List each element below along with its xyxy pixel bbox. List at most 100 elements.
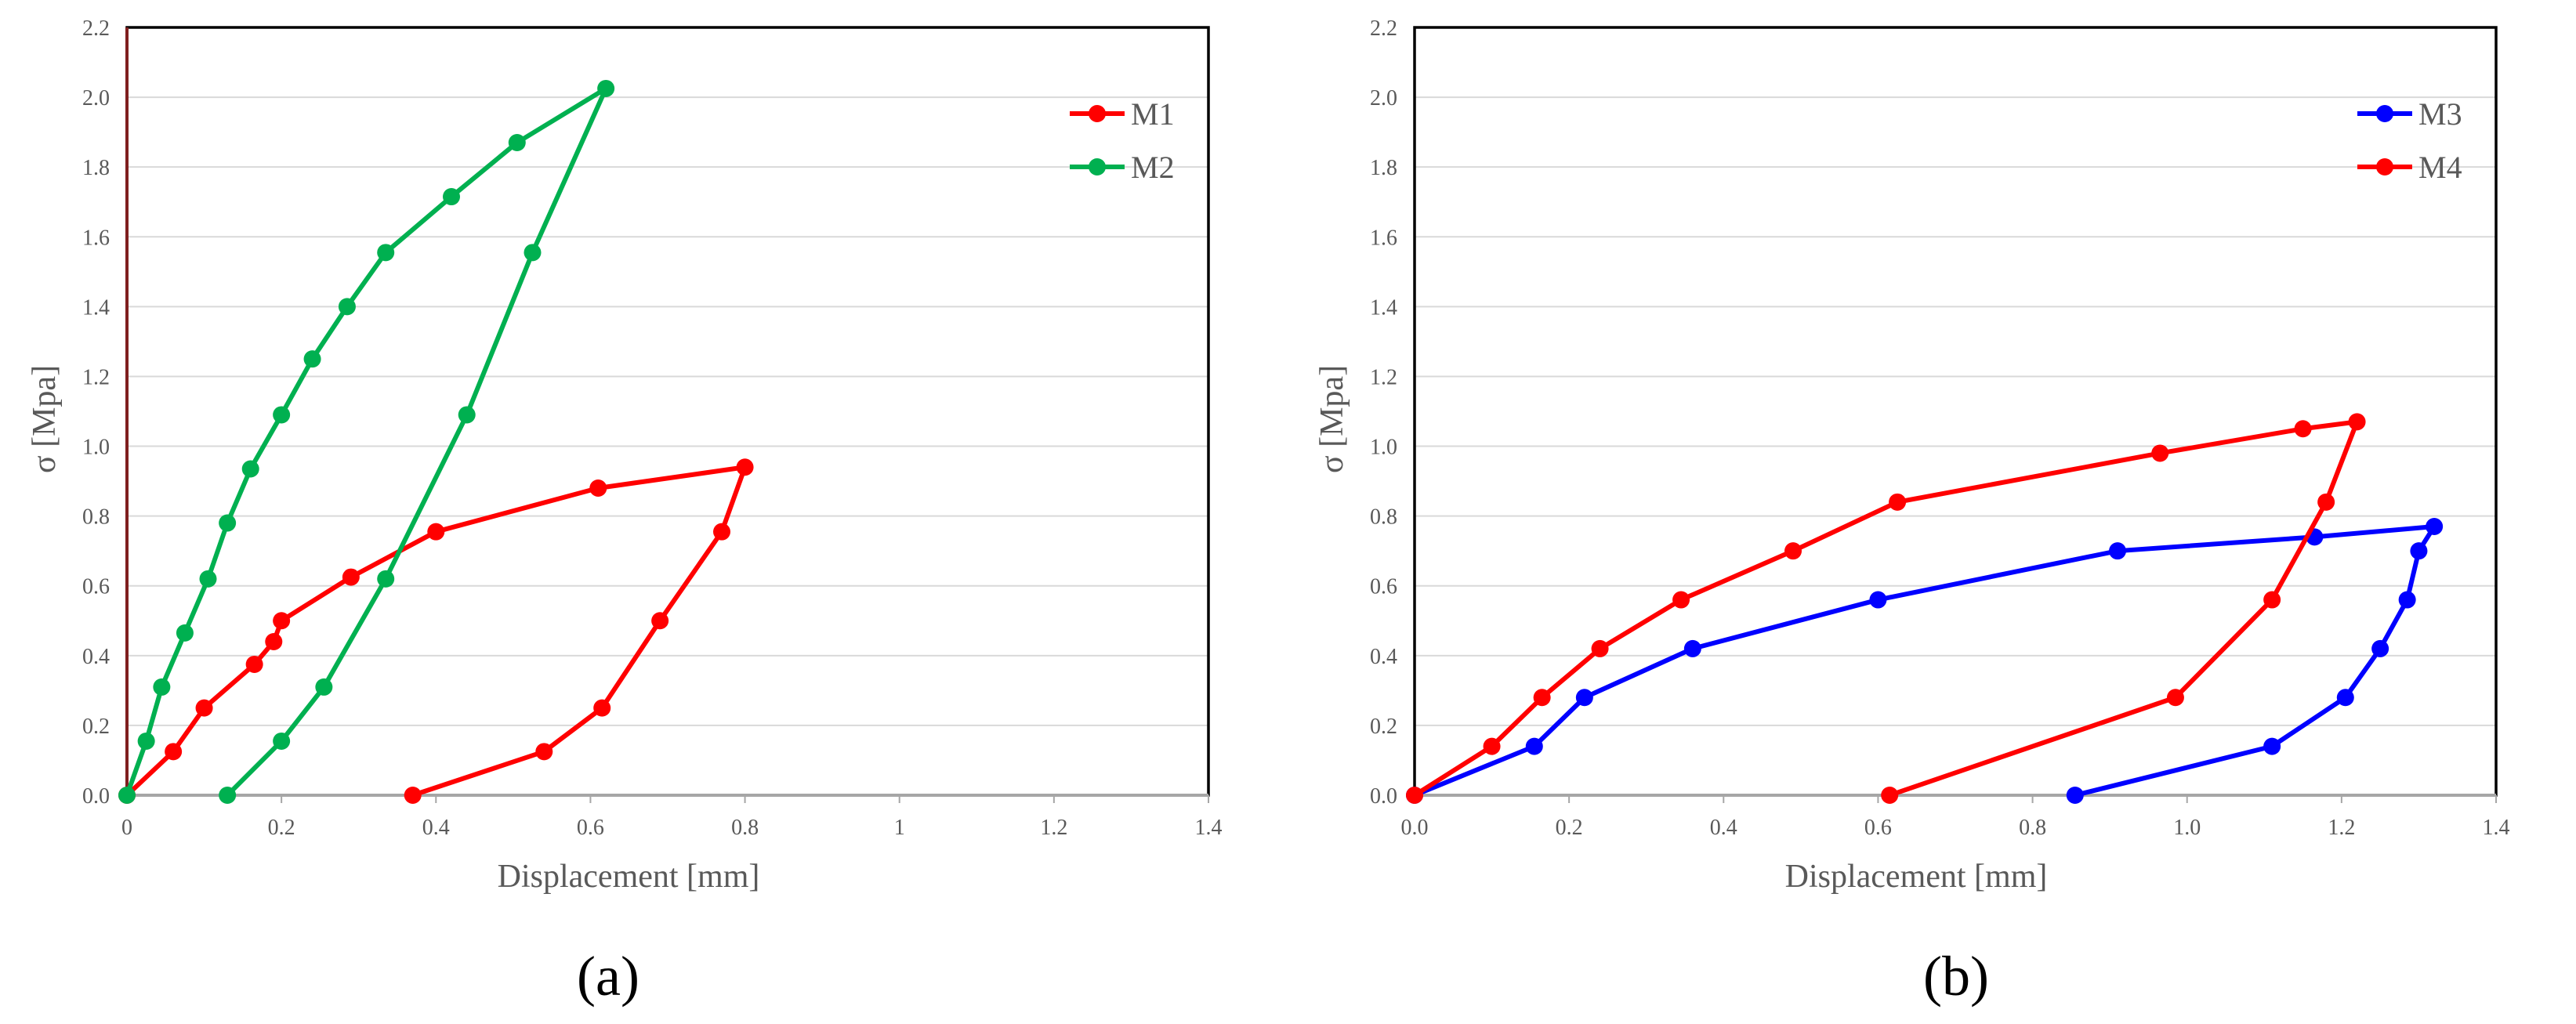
y-tick-label: 1.2 — [82, 365, 110, 389]
data-point — [265, 633, 283, 650]
y-tick-label: 0.2 — [82, 715, 110, 739]
legend-label: M2 — [1131, 150, 1175, 185]
data-point — [2426, 518, 2444, 535]
data-point — [1533, 689, 1551, 707]
data-point — [1889, 493, 1907, 511]
legend-marker — [1089, 105, 1106, 122]
data-point — [199, 570, 217, 588]
data-point — [273, 612, 291, 630]
x-tick-label: 1.2 — [1040, 816, 1067, 840]
x-tick-label: 0.2 — [1556, 816, 1583, 840]
x-tick-label: 0.4 — [422, 816, 450, 840]
data-point — [245, 655, 263, 673]
y-tick-label: 0.6 — [1370, 575, 1397, 599]
legend-marker — [2376, 105, 2393, 122]
data-point — [315, 678, 333, 696]
data-point — [377, 244, 395, 262]
data-point — [2263, 591, 2281, 609]
data-point — [1869, 591, 1887, 609]
data-point — [2398, 591, 2416, 609]
data-point — [153, 678, 171, 696]
data-point — [338, 298, 356, 316]
y-axis-title: σ [Mpa] — [1314, 365, 1350, 473]
data-point — [1525, 737, 1543, 755]
data-point — [2336, 689, 2354, 707]
data-point — [736, 458, 754, 476]
data-point — [2317, 493, 2335, 511]
data-point — [273, 732, 291, 750]
legend-label: M4 — [2418, 150, 2462, 185]
x-tick-label: 1 — [894, 816, 905, 840]
legend-entry: M3 — [2357, 96, 2462, 132]
data-point — [2166, 689, 2184, 707]
panel-b: 0.0 0.2 0.4 0.6 0.8 1.0 1.2 1.4 1.6 1.8 2.0 2.2 0.0 0… — [1288, 0, 2575, 1024]
data-point — [241, 460, 259, 478]
legend-marker — [1089, 158, 1106, 175]
data-point — [1683, 639, 1701, 657]
x-tick-label: 1.4 — [2483, 816, 2510, 840]
data-point — [118, 787, 136, 804]
data-point — [593, 699, 611, 717]
y-tick-label: 0.0 — [82, 784, 110, 809]
y-tick-label: 2.0 — [82, 86, 110, 110]
x-tick-label: 0.2 — [268, 816, 295, 840]
y-tick-label: 0.8 — [1370, 505, 1397, 530]
data-point — [2263, 737, 2281, 755]
y-tick-label: 1.2 — [1370, 365, 1397, 389]
x-tick-label: 0.4 — [1710, 816, 1737, 840]
data-point — [2066, 787, 2084, 804]
data-point — [651, 612, 669, 630]
x-tick-label: 1.4 — [1195, 816, 1223, 840]
y-tick-label: 1.0 — [1370, 436, 1397, 460]
data-point — [2371, 639, 2389, 657]
data-point — [597, 79, 615, 97]
data-point — [2109, 542, 2126, 560]
y-tick-label: 2.0 — [1370, 86, 1397, 110]
x-tick-label: 0.6 — [1864, 816, 1892, 840]
y-tick-label: 2.2 — [82, 16, 110, 41]
data-point — [713, 523, 730, 541]
data-point — [508, 134, 526, 151]
chart-b: 0.0 0.2 0.4 0.6 0.8 1.0 1.2 1.4 1.6 1.8 2.0 2.2 0.0 0… — [1314, 16, 2510, 895]
series-M1 — [118, 458, 754, 804]
data-point — [2294, 420, 2312, 438]
y-tick-label: 0.4 — [82, 645, 110, 669]
data-point — [176, 624, 194, 642]
legend-entry: M4 — [2357, 150, 2462, 185]
data-point — [1575, 689, 1593, 707]
series-line — [1413, 524, 2437, 798]
series-M2 — [118, 79, 615, 804]
series-M4 — [1406, 413, 2366, 804]
y-axis-title: σ [Mpa] — [27, 365, 63, 473]
x-axis-title: Displacement [mm] — [1785, 859, 2048, 895]
data-point — [2348, 413, 2366, 431]
y-tick-label: 2.2 — [1370, 16, 1397, 41]
data-point — [219, 787, 237, 804]
series-line — [125, 85, 609, 798]
series-M3 — [1406, 518, 2444, 804]
x-tick-label: 0.6 — [577, 816, 604, 840]
data-point — [377, 570, 395, 588]
panel-caption-a: (a) — [577, 945, 639, 1008]
data-point — [524, 244, 542, 262]
y-tick-label: 0.0 — [1370, 784, 1397, 809]
data-point — [2410, 542, 2428, 560]
x-tick-label: 0.0 — [1401, 816, 1429, 840]
legend-label: M3 — [2418, 96, 2462, 132]
panel-caption-b: (b) — [1923, 945, 1989, 1008]
y-tick-label: 1.8 — [82, 156, 110, 180]
data-point — [1406, 787, 1423, 804]
data-point — [535, 743, 553, 761]
x-tick-label: 0 — [121, 816, 132, 840]
plot-border — [1413, 26, 2498, 797]
x-tick-label: 0.8 — [731, 816, 759, 840]
x-axis-title: Displacement [mm] — [498, 859, 760, 895]
x-tick-label: 1.2 — [2328, 816, 2355, 840]
data-point — [458, 406, 476, 424]
y-tick-label: 0.2 — [1370, 715, 1397, 739]
data-point — [443, 188, 460, 206]
data-point — [1483, 737, 1501, 755]
legend-entry: M2 — [1070, 150, 1175, 185]
data-point — [427, 523, 445, 541]
